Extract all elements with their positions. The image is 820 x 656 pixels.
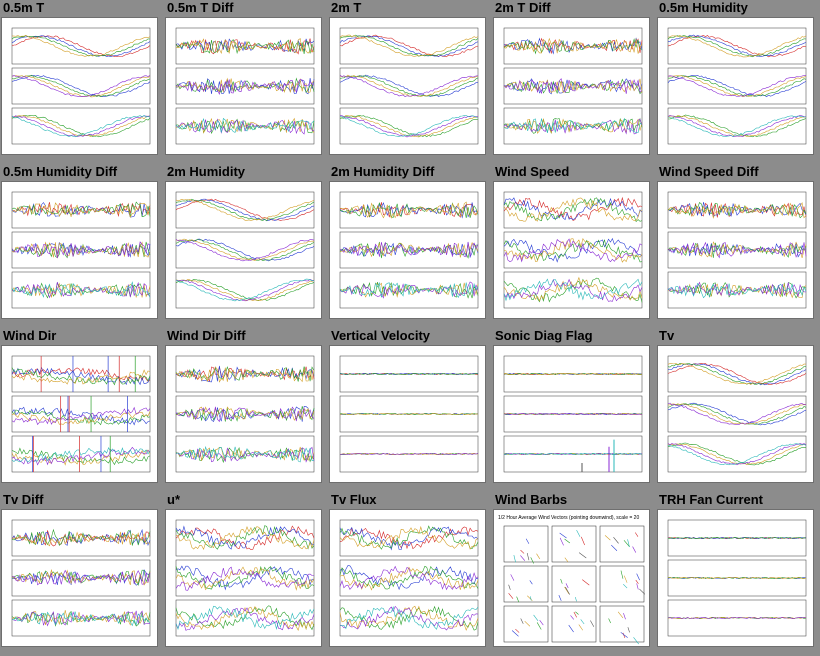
plot-title: u* [167, 492, 180, 507]
plot-cell-2m-t: 2m T [328, 0, 486, 156]
plot-cell-wind-dir: Wind Dir [0, 328, 158, 484]
plot-thumbnail-wind-speed[interactable] [494, 182, 649, 318]
plot-title: 2m Humidity [167, 164, 246, 179]
plot-thumbnail-image [330, 346, 485, 482]
plot-thumbnail-tv-flux[interactable] [330, 510, 485, 646]
plot-cell-tv-diff: Tv Diff [0, 492, 158, 648]
plot-title: 2m T [331, 0, 362, 15]
plot-thumbnail-2m-t[interactable] [330, 18, 485, 154]
plot-cell-2m-humidity-diff: 2m Humidity Diff [328, 164, 486, 320]
plot-cell-0-5m-humidity-diff: 0.5m Humidity Diff [0, 164, 158, 320]
plot-thumbnail-image [330, 510, 485, 646]
plot-cell-trh-fan-current: TRH Fan Current [656, 492, 814, 648]
plot-title: 0.5m Humidity [659, 0, 748, 15]
wind-barbs-caption: 1/2 Hour Average Wind Vectors (pointing … [498, 515, 639, 521]
plot-thumbnail-image [2, 18, 157, 154]
plot-thumbnail-image [494, 346, 649, 482]
plot-thumbnail-wind-speed-diff[interactable] [658, 182, 813, 318]
plot-thumbnail-image [2, 510, 157, 646]
plot-thumbnail-2m-t-diff[interactable] [494, 18, 649, 154]
plot-cell-0-5m-t-diff: 0.5m T Diff [164, 0, 322, 156]
plot-cell-sonic-diag-flag: Sonic Diag Flag [492, 328, 650, 484]
plot-thumbnail-image [330, 18, 485, 154]
plot-thumbnail-0-5m-t-diff[interactable] [166, 18, 321, 154]
plot-cell-vertical-velocity: Vertical Velocity [328, 328, 486, 484]
plot-thumbnail-image [658, 346, 813, 482]
plot-thumbnail-tv-diff[interactable] [2, 510, 157, 646]
plot-title: Tv Flux [331, 492, 377, 507]
plot-title: 0.5m Humidity Diff [3, 164, 118, 179]
plot-cell-wind-speed: Wind Speed [492, 164, 650, 320]
plot-thumbnail-image [166, 182, 321, 318]
plot-cell-tv-flux: Tv Flux [328, 492, 486, 648]
plot-cell-0-5m-humidity: 0.5m Humidity [656, 0, 814, 156]
plot-thumbnail-trh-fan-current[interactable] [658, 510, 813, 646]
plot-thumbnail-image [494, 18, 649, 154]
plot-cell-0-5m-t: 0.5m T [0, 0, 158, 156]
plot-thumbnail-image: 1/2 Hour Average Wind Vectors (pointing … [494, 510, 649, 646]
plot-thumbnail-image [166, 18, 321, 154]
plot-title: Wind Speed [495, 164, 570, 179]
plot-thumbnail-image [658, 18, 813, 154]
plot-thumbnail-0-5m-t[interactable] [2, 18, 157, 154]
plot-thumbnail-2m-humidity-diff[interactable] [330, 182, 485, 318]
plot-title: 0.5m T [3, 0, 45, 15]
plot-title: 2m T Diff [495, 0, 551, 15]
plot-title: Wind Dir Diff [167, 328, 246, 343]
plot-thumbnail-u-star[interactable] [166, 510, 321, 646]
plot-thumbnail-image [166, 346, 321, 482]
plot-cell-wind-barbs: Wind Barbs 1/2 Hour Average Wind Vectors … [492, 492, 650, 648]
plot-title: Tv Diff [3, 492, 44, 507]
plot-title: TRH Fan Current [659, 492, 763, 507]
plot-thumbnail-image [2, 346, 157, 482]
plot-thumbnail-vertical-velocity[interactable] [330, 346, 485, 482]
plot-cell-2m-humidity: 2m Humidity [164, 164, 322, 320]
plot-thumbnail-image [658, 182, 813, 318]
plot-cell-tv: Tv [656, 328, 814, 484]
plot-thumbnail-image [658, 510, 813, 646]
plot-title: 0.5m T Diff [167, 0, 234, 15]
plot-cell-2m-t-diff: 2m T Diff [492, 0, 650, 156]
plot-thumbnail-image [494, 182, 649, 318]
plot-title: Wind Dir [3, 328, 57, 343]
plot-title: Wind Barbs [495, 492, 568, 507]
plot-cell-u-star: u* [164, 492, 322, 648]
plot-cell-wind-dir-diff: Wind Dir Diff [164, 328, 322, 484]
plot-thumbnail-image [2, 182, 157, 318]
plot-thumbnail-0-5m-humidity[interactable] [658, 18, 813, 154]
plot-thumbnail-2m-humidity[interactable] [166, 182, 321, 318]
plot-thumbnail-0-5m-humidity-diff[interactable] [2, 182, 157, 318]
plot-thumbnail-tv[interactable] [658, 346, 813, 482]
plot-thumbnail-image [166, 510, 321, 646]
plot-thumbnail-sonic-diag-flag[interactable] [494, 346, 649, 482]
plot-thumbnail-image [330, 182, 485, 318]
plot-thumbnail-wind-dir-diff[interactable] [166, 346, 321, 482]
plot-title: 2m Humidity Diff [331, 164, 435, 179]
plot-title: Tv [659, 328, 675, 343]
plot-title: Sonic Diag Flag [495, 328, 593, 343]
plot-thumbnail-wind-dir[interactable] [2, 346, 157, 482]
plot-thumbnail-wind-barbs[interactable]: 1/2 Hour Average Wind Vectors (pointing … [494, 510, 649, 646]
plot-title: Vertical Velocity [331, 328, 431, 343]
plot-title: Wind Speed Diff [659, 164, 759, 179]
plot-cell-wind-speed-diff: Wind Speed Diff [656, 164, 814, 320]
